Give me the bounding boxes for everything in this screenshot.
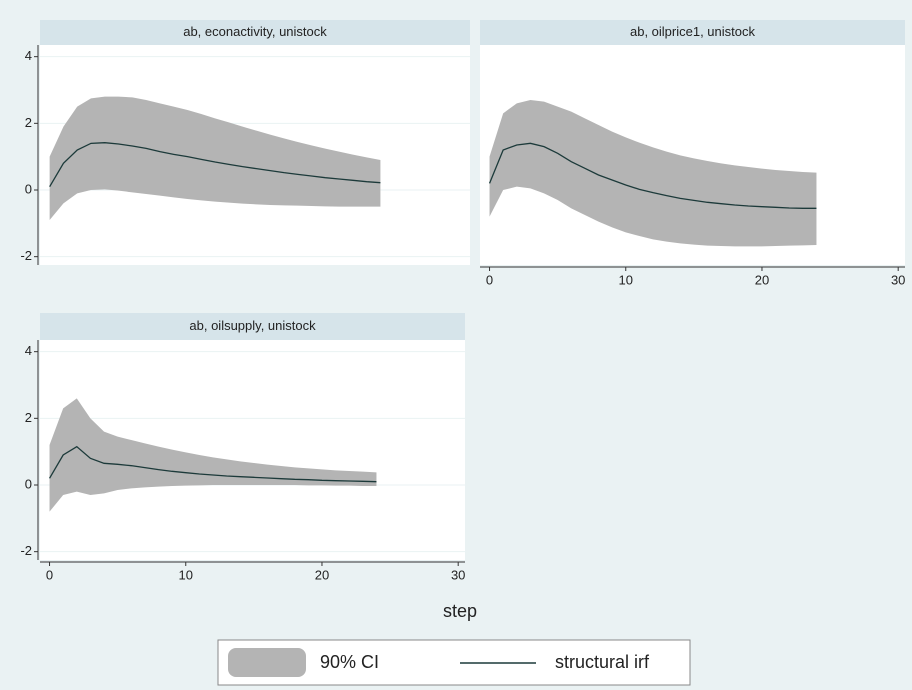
y-tick-label: 4 (25, 48, 32, 63)
panel-title: ab, oilprice1, unistock (630, 24, 756, 39)
y-tick-label: -2 (20, 543, 32, 558)
x-tick-label: 20 (315, 567, 329, 582)
y-tick-label: 2 (25, 410, 32, 425)
legend-label: 90% CI (320, 652, 379, 672)
y-tick-label: 0 (25, 181, 32, 196)
x-tick-label: 0 (46, 567, 53, 582)
x-tick-label: 30 (891, 272, 905, 287)
figure: step 90% CI structural irf ab, econactiv… (0, 0, 912, 690)
legend-label: structural irf (555, 652, 650, 672)
panel-title: ab, oilsupply, unistock (189, 318, 316, 333)
x-tick-label: 30 (451, 567, 465, 582)
x-tick-label: 20 (755, 272, 769, 287)
x-axis-label: step (443, 601, 477, 621)
y-tick-label: 4 (25, 343, 32, 358)
y-tick-label: 2 (25, 115, 32, 130)
y-tick-label: 0 (25, 476, 32, 491)
page: {"chart_data": [ {"type": "line", "title… (0, 0, 912, 690)
y-tick-label: -2 (20, 248, 32, 263)
panel-title: ab, econactivity, unistock (183, 24, 327, 39)
legend-swatch (228, 648, 306, 677)
x-tick-label: 0 (486, 272, 493, 287)
x-tick-label: 10 (619, 272, 633, 287)
x-tick-label: 10 (179, 567, 193, 582)
